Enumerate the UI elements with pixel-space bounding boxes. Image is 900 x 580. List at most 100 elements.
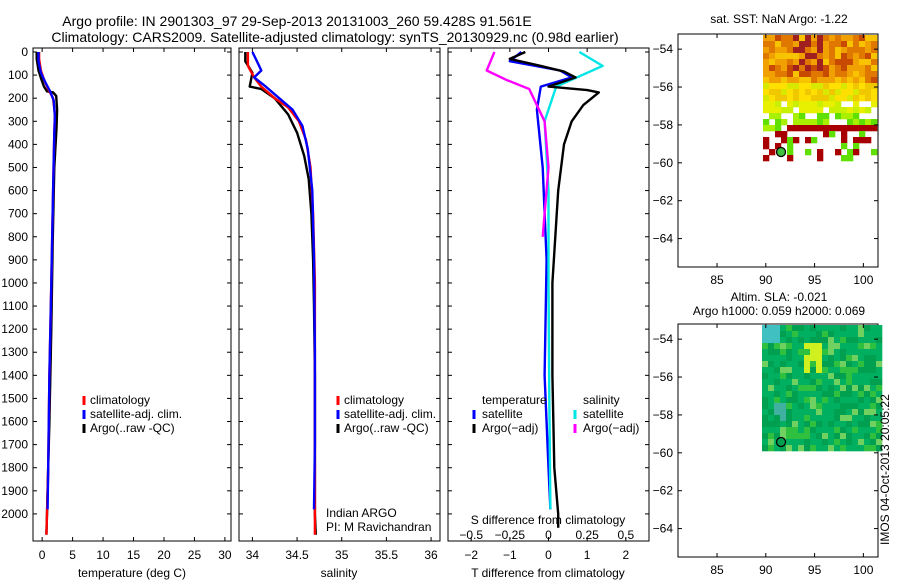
sla-cell — [774, 391, 781, 398]
sst-cell — [847, 155, 854, 162]
legend-label-argo-raw-qc: Argo(..raw -QC) — [90, 421, 175, 435]
sla-cell — [786, 397, 793, 404]
sla-cell — [768, 367, 775, 374]
sst-cell — [871, 41, 878, 48]
legend-label-temperature-satellite: satellite — [482, 407, 523, 421]
sla-cell — [876, 409, 883, 416]
argo-position-marker — [775, 436, 787, 448]
sla-cell — [852, 397, 859, 404]
sla-cell — [876, 433, 883, 440]
sst-cell — [847, 47, 854, 54]
sla-cell — [780, 343, 787, 350]
sla-cell — [864, 403, 871, 410]
sla-cell — [840, 379, 847, 386]
xtick-label: 1 — [584, 548, 591, 562]
sla-cell — [762, 361, 769, 368]
sla-cell — [846, 415, 853, 422]
map-ytick-label: −64 — [653, 522, 674, 536]
sst-cell — [859, 53, 866, 60]
ytick-label: 500 — [8, 160, 28, 174]
sla-cell — [852, 373, 859, 380]
sst-map-plot: 85 90 95 100 −54 −56 −58 −60 −62 −64 — [653, 34, 878, 287]
sst-cell — [835, 65, 842, 72]
sst-cell — [775, 65, 782, 72]
sla-cell — [840, 385, 847, 392]
sla-cell — [870, 367, 877, 374]
sla-cell — [852, 355, 859, 362]
sla-cell — [798, 373, 805, 380]
sst-cell — [763, 125, 770, 132]
sst-cell — [853, 119, 860, 126]
sla-cell — [804, 409, 811, 416]
sla-cell — [774, 325, 781, 332]
sla-cell — [834, 367, 841, 374]
sst-cell — [811, 77, 818, 84]
sla-cell — [864, 331, 871, 338]
sst-cell — [769, 47, 776, 54]
salinity-annotation-line2: PI: M Ravichandran — [326, 520, 431, 534]
sla-cell — [810, 337, 817, 344]
sla-cell — [870, 325, 877, 332]
sla-cell — [876, 403, 883, 410]
sst-cell — [835, 113, 842, 120]
sst-cell — [847, 35, 854, 42]
sla-cell — [780, 403, 787, 410]
sst-cell — [823, 113, 830, 120]
sst-cell — [811, 101, 818, 108]
sst-cell — [805, 53, 812, 60]
sla-cell — [834, 427, 841, 434]
xtick-label: 10 — [96, 548, 110, 562]
sla-cell — [762, 427, 769, 434]
sst-cell — [793, 35, 800, 42]
sla-cell — [798, 385, 805, 392]
sla-cell — [822, 415, 829, 422]
sla-cell — [870, 361, 877, 368]
sla-cell — [876, 421, 883, 428]
sla-cell — [834, 397, 841, 404]
sst-cell — [787, 107, 794, 114]
legend-label-climatology: climatology — [344, 393, 404, 407]
sla-cell — [798, 445, 805, 452]
sla-cell — [804, 421, 811, 428]
sla-cell — [864, 367, 871, 374]
sla-cell — [858, 361, 865, 368]
sla-cell — [786, 367, 793, 374]
sst-cell — [793, 113, 800, 120]
map-ytick-label: −60 — [653, 446, 674, 460]
sst-cell — [841, 83, 848, 90]
sst-cell — [871, 83, 878, 90]
sst-cell — [805, 101, 812, 108]
sst-cell — [769, 65, 776, 72]
sst-cell — [835, 89, 842, 96]
sla-cell — [798, 433, 805, 440]
sst-cell — [787, 59, 794, 66]
sst-cell — [799, 125, 806, 132]
sla-cell — [768, 397, 775, 404]
sla-cell — [870, 385, 877, 392]
sla-cell — [786, 385, 793, 392]
sla-cell — [876, 349, 883, 356]
sla-cell — [792, 349, 799, 356]
sst-cell — [805, 119, 812, 126]
sla-cell — [768, 421, 775, 428]
sst-cell — [769, 149, 776, 156]
sla-cell — [858, 349, 865, 356]
sla-cell — [768, 403, 775, 410]
sst-cell — [799, 35, 806, 42]
ytick-label: 1900 — [1, 484, 28, 498]
sla-cell — [822, 367, 829, 374]
sla-cell — [822, 337, 829, 344]
sla-cell — [858, 385, 865, 392]
sla-cell — [870, 427, 877, 434]
sst-cell — [793, 65, 800, 72]
sst-cell — [793, 53, 800, 60]
sst-cell — [811, 125, 818, 132]
sla-cell — [768, 343, 775, 350]
sst-cell — [781, 119, 788, 126]
sst-cell — [823, 35, 830, 42]
sst-cell — [823, 71, 830, 78]
sla-cell — [864, 343, 871, 350]
sst-cell — [793, 83, 800, 90]
sst-cell — [865, 71, 872, 78]
legend-label-satellite-adj-clim: satellite-adj. clim. — [344, 407, 436, 421]
